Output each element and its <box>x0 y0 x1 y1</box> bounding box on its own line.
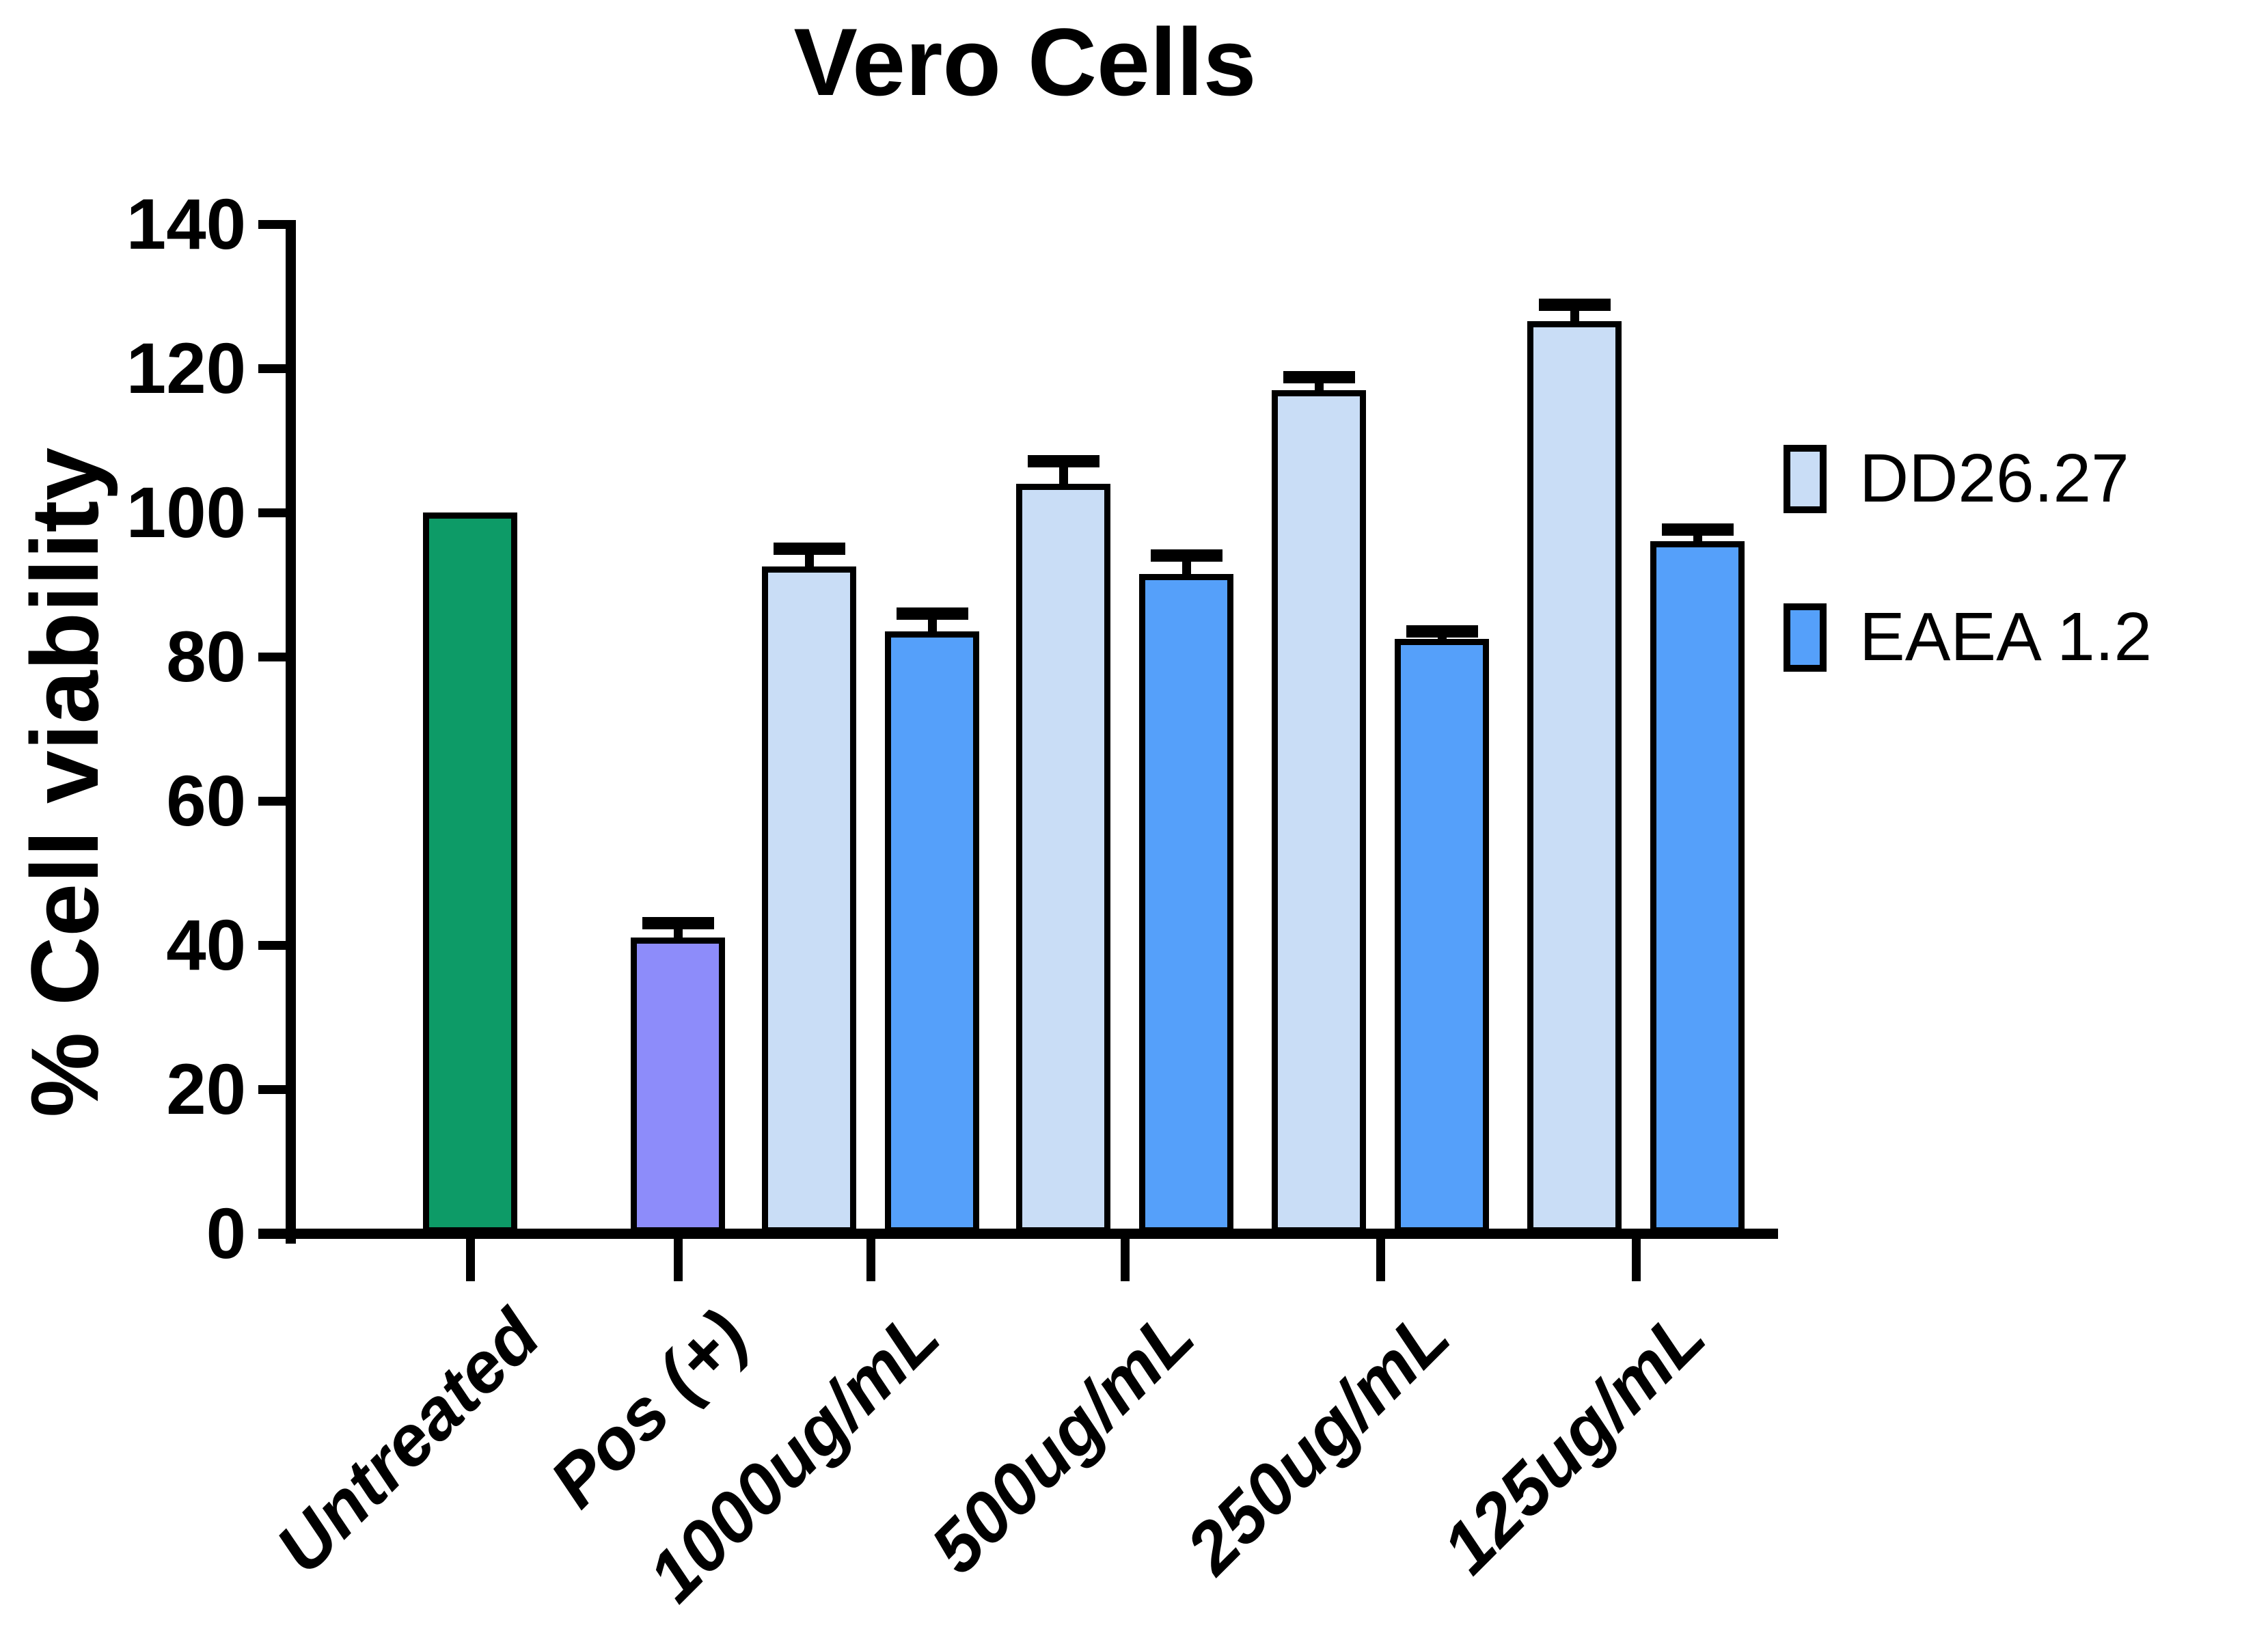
x-axis-category-label: 125ug/mL <box>1427 1295 1721 1589</box>
bar-eaea-1-2-1000ug-ml <box>885 631 979 1233</box>
bar-eaea-1-2-250ug-ml <box>1395 638 1489 1233</box>
legend-item-dd2627: DD26.27 <box>1784 439 2129 518</box>
bar-dd26-27-250ug-ml <box>1272 389 1366 1233</box>
x-axis-category-label: 500ug/mL <box>916 1295 1210 1589</box>
y-tick-label: 40 <box>166 905 246 985</box>
y-tick-label: 80 <box>166 617 246 697</box>
legend-label-dd2627: DD26.27 <box>1859 440 2129 517</box>
error-bar-cap <box>1150 549 1222 562</box>
x-axis-tick <box>673 1238 683 1281</box>
error-bar-cap <box>642 917 714 930</box>
y-axis <box>286 219 296 1244</box>
error-bar-cap <box>1283 370 1355 383</box>
error-bar-cap <box>1538 299 1611 312</box>
y-tick-label: 140 <box>126 184 246 264</box>
x-axis-category-label: Untreated <box>261 1295 555 1589</box>
x-axis-tick <box>1631 1238 1641 1281</box>
x-axis-tick <box>866 1238 875 1281</box>
bar-untreated <box>423 512 517 1233</box>
chart-title: Vero Cells <box>793 8 1257 115</box>
bar-eaea-1-2-125ug-ml <box>1650 541 1745 1233</box>
bar-pos- <box>631 938 725 1233</box>
y-tick-label: 20 <box>166 1050 246 1130</box>
bar-dd26-27-1000ug-ml <box>762 566 856 1233</box>
error-bar-cap <box>896 607 968 620</box>
legend-label-eaea12: EAEA 1.2 <box>1859 599 2153 675</box>
bar-dd26-27-125ug-ml <box>1527 321 1622 1233</box>
x-axis-tick <box>1376 1238 1385 1281</box>
error-bar-cap <box>773 542 845 555</box>
y-tick-label: 100 <box>126 473 246 553</box>
y-tick-label: 0 <box>206 1194 246 1274</box>
error-bar-cap <box>1661 523 1734 536</box>
y-tick-label: 120 <box>126 329 246 409</box>
x-axis-category-label: 250ug/mL <box>1171 1295 1465 1589</box>
bar-eaea-1-2-500ug-ml <box>1139 573 1233 1233</box>
bar-dd26-27-500ug-ml <box>1016 483 1110 1233</box>
error-bar-cap <box>1027 455 1099 468</box>
legend-item-eaea12: EAEA 1.2 <box>1784 598 2152 676</box>
x-axis-tick <box>465 1238 475 1281</box>
x-axis-tick <box>1120 1238 1130 1281</box>
legend-swatch-dd2627 <box>1784 444 1827 513</box>
error-bar-cap <box>1406 625 1478 638</box>
x-axis <box>258 1228 1778 1239</box>
y-tick-label: 60 <box>166 761 246 841</box>
legend-swatch-eaea12 <box>1784 603 1827 672</box>
